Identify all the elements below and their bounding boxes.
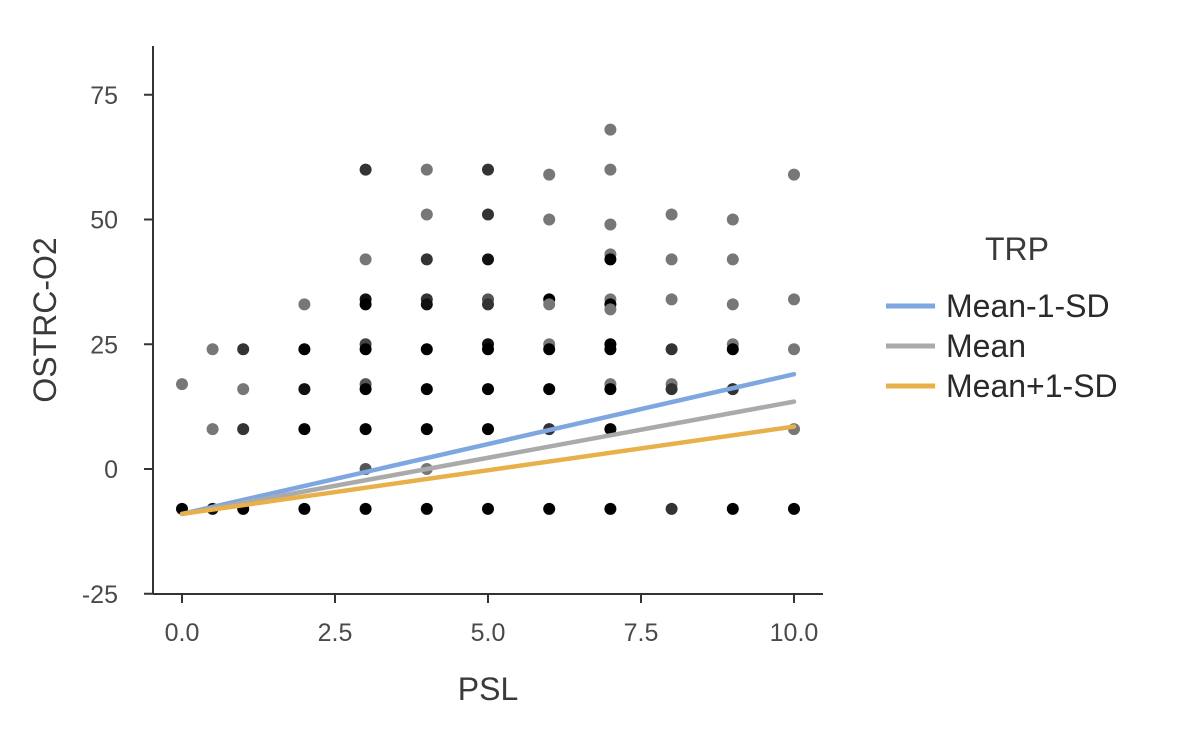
scatter-point	[359, 298, 372, 311]
scatter-point	[359, 253, 372, 266]
scatter-point	[482, 343, 494, 356]
scatter-point	[788, 502, 800, 515]
scatter-point	[726, 253, 739, 266]
x-tick-label: 2.5	[318, 619, 353, 647]
y-axis-title: OSTRC-O2	[27, 237, 63, 402]
scatter-point	[543, 502, 556, 515]
scatter-point	[298, 383, 311, 396]
scatter-point	[482, 423, 494, 436]
scatter-point	[420, 253, 433, 266]
scatter-point	[788, 343, 800, 356]
scatter-point	[420, 383, 433, 396]
scatter-point	[788, 293, 800, 306]
legend: TRP Mean-1-SD Mean Mean+1-SD	[886, 231, 1118, 404]
legend-label: Mean	[946, 328, 1026, 364]
scatter-point	[420, 423, 433, 436]
scatter-point	[482, 163, 494, 176]
scatter-point	[726, 298, 739, 311]
scatter-point	[237, 423, 250, 436]
scatter-point	[237, 343, 250, 356]
scatter-point	[665, 343, 678, 356]
x-tick-label: 5.0	[471, 619, 506, 647]
scatter-point	[206, 343, 219, 356]
scatter-point	[420, 208, 433, 221]
scatter-point	[543, 383, 556, 396]
legend-title: TRP	[985, 231, 1049, 267]
y-tick-label: -25	[82, 581, 118, 609]
scatter-point	[665, 253, 678, 266]
y-tick-label: 25	[90, 331, 118, 359]
legend-label: Mean+1-SD	[946, 368, 1118, 404]
scatter-point	[237, 383, 250, 396]
scatter-point	[359, 343, 372, 356]
series-line-mean-1-sd	[179, 424, 797, 517]
scatter-point	[420, 502, 433, 515]
x-axis-title: PSL	[458, 671, 518, 707]
scatter-point	[176, 378, 188, 391]
scatter-point	[359, 502, 372, 515]
scatter-points	[176, 123, 800, 515]
scatter-point	[420, 163, 433, 176]
y-tick-label: 75	[90, 82, 118, 110]
scatter-point	[359, 383, 372, 396]
series-line-mean	[179, 399, 797, 517]
scatter-point	[604, 343, 617, 356]
scatter-point	[543, 298, 556, 311]
scatter-point	[726, 502, 739, 515]
scatter-point	[420, 343, 433, 356]
scatter-point	[788, 168, 800, 181]
scatter-point	[665, 383, 678, 396]
scatter-point	[604, 502, 617, 515]
x-tick-label: 0.0	[165, 619, 200, 647]
legend-label: Mean-1-SD	[946, 288, 1110, 324]
scatter-point	[206, 423, 219, 436]
y-tick-label: 0	[104, 456, 118, 484]
scatter-point	[604, 218, 617, 231]
scatter-point	[298, 298, 311, 311]
scatter-point	[420, 298, 433, 311]
scatter-point	[482, 208, 494, 221]
scatter-point	[482, 502, 494, 515]
scatter-point	[298, 423, 311, 436]
scatter-point	[726, 343, 739, 356]
y-axis-ticks: -25 0 25 50 75	[82, 82, 153, 609]
scatter-point	[298, 343, 311, 356]
scatter-point	[482, 383, 494, 396]
x-axis-ticks: 0.0 2.5 5.0 7.5 10.0	[165, 594, 819, 647]
regression-lines	[179, 371, 797, 517]
scatter-point	[482, 298, 494, 311]
x-tick-label: 7.5	[624, 619, 659, 647]
y-tick-label: 50	[90, 207, 118, 235]
scatter-point	[482, 253, 494, 266]
scatter-point	[359, 423, 372, 436]
series-line-mean-1-sd	[179, 371, 797, 517]
scatter-point	[359, 163, 372, 176]
scatter-point	[665, 208, 678, 221]
scatter-point	[543, 343, 556, 356]
scatter-point	[604, 383, 617, 396]
scatter-point	[604, 163, 617, 176]
scatter-point	[543, 213, 556, 226]
scatter-point	[543, 168, 556, 181]
scatter-point	[726, 213, 739, 226]
x-tick-label: 10.0	[770, 619, 819, 647]
scatter-point	[298, 502, 311, 515]
scatter-point	[604, 253, 617, 266]
scatter-point	[665, 293, 678, 306]
scatter-point	[604, 303, 617, 316]
scatter-point	[604, 423, 617, 436]
scatter-point	[665, 502, 678, 515]
scatter-point	[604, 123, 617, 136]
